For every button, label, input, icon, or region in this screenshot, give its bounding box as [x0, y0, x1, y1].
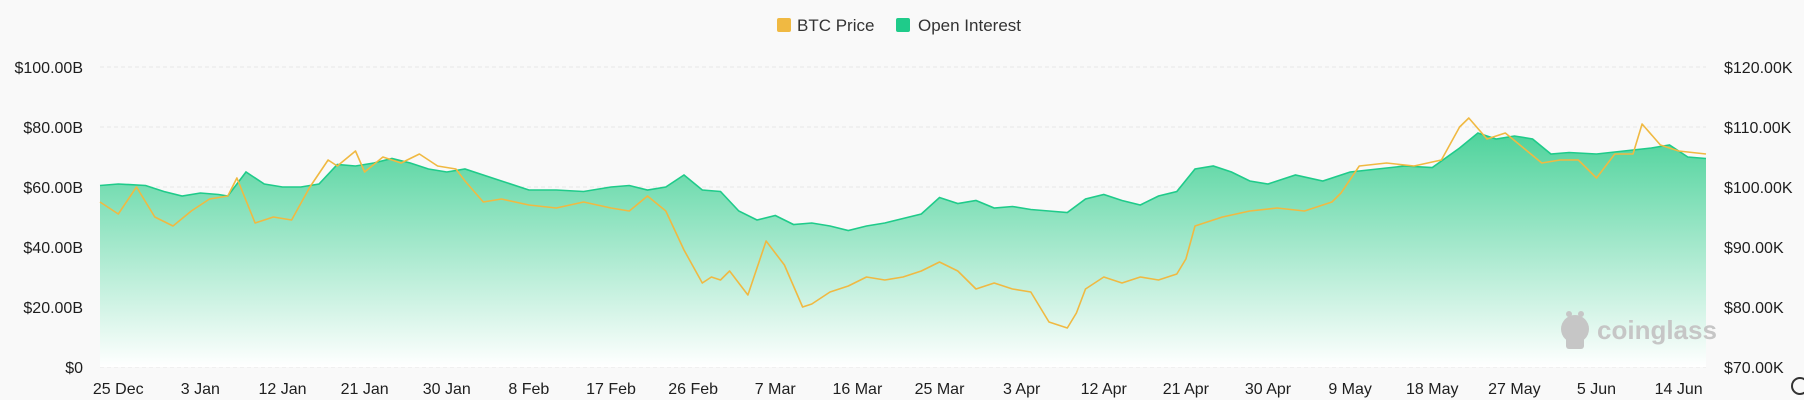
coinglass-watermark: coinglass — [1561, 311, 1717, 349]
y-right-tick-label: $90.00K — [1724, 240, 1784, 257]
settings-icon[interactable] — [1791, 377, 1804, 395]
x-tick-label: 3 Jan — [181, 381, 220, 398]
x-tick-label: 7 Mar — [755, 381, 797, 398]
legend-label-open-interest: Open Interest — [918, 16, 1021, 35]
x-tick-label: 5 Jun — [1577, 381, 1616, 398]
legend: BTC Price Open Interest — [777, 16, 1021, 35]
y-left-tick-label: $80.00B — [23, 120, 83, 137]
x-tick-label: 21 Apr — [1163, 381, 1210, 398]
x-tick-label: 27 May — [1488, 381, 1540, 398]
x-tick-label: 14 Jun — [1655, 381, 1703, 398]
x-tick-label: 25 Dec — [93, 381, 144, 398]
watermark-text: coinglass — [1597, 315, 1717, 345]
legend-item-open-interest[interactable]: Open Interest — [896, 16, 1021, 35]
x-tick-label: 21 Jan — [341, 381, 389, 398]
x-tick-label: 9 May — [1328, 381, 1372, 398]
x-tick-label: 26 Feb — [668, 381, 718, 398]
y-right-tick-label: $100.00K — [1724, 180, 1793, 197]
legend-item-btc-price[interactable]: BTC Price — [777, 16, 874, 35]
x-tick-label: 8 Feb — [508, 381, 549, 398]
y-right-tick-label: $70.00K — [1724, 360, 1784, 377]
x-tick-label: 17 Feb — [586, 381, 636, 398]
y-left-tick-label: $20.00B — [23, 300, 83, 317]
coinglass-logo-icon — [1561, 311, 1589, 349]
y-left-tick-label: $100.00B — [14, 60, 83, 77]
x-tick-label: 30 Jan — [423, 381, 471, 398]
x-tick-label: 12 Jan — [258, 381, 306, 398]
x-tick-label: 25 Mar — [915, 381, 965, 398]
open-interest-line — [99, 132, 1707, 232]
btc-price-line — [99, 117, 1707, 329]
y-right-tick-label: $120.00K — [1724, 60, 1793, 77]
y-right-tick-label: $110.00K — [1724, 120, 1792, 137]
x-tick-label: 16 Mar — [832, 381, 882, 398]
y-right-tick-label: $80.00K — [1724, 300, 1784, 317]
legend-swatch-btc-price — [777, 18, 791, 32]
y-left-tick-label: $40.00B — [23, 240, 83, 257]
x-tick-label: 3 Apr — [1003, 381, 1041, 398]
y-axis-right: $70.00K $80.00K $90.00K $100.00K $110.00K $12… — [1724, 60, 1793, 377]
y-axis-left: $0 $20.00B $40.00B $60.00B $80.00B $100.00B — [14, 60, 83, 377]
x-tick-label: 30 Apr — [1245, 381, 1292, 398]
open-interest-area — [100, 133, 1706, 367]
y-left-tick-label: $60.00B — [23, 180, 83, 197]
x-tick-label: 12 Apr — [1081, 381, 1128, 398]
legend-label-btc-price: BTC Price — [797, 16, 874, 35]
x-axis: 25 Dec 3 Jan 12 Jan 21 Jan 30 Jan 8 Feb 17 Feb… — [93, 381, 1703, 398]
y-left-tick-label: $0 — [65, 360, 83, 377]
legend-swatch-open-interest — [896, 18, 910, 32]
x-tick-label: 18 May — [1406, 381, 1458, 398]
